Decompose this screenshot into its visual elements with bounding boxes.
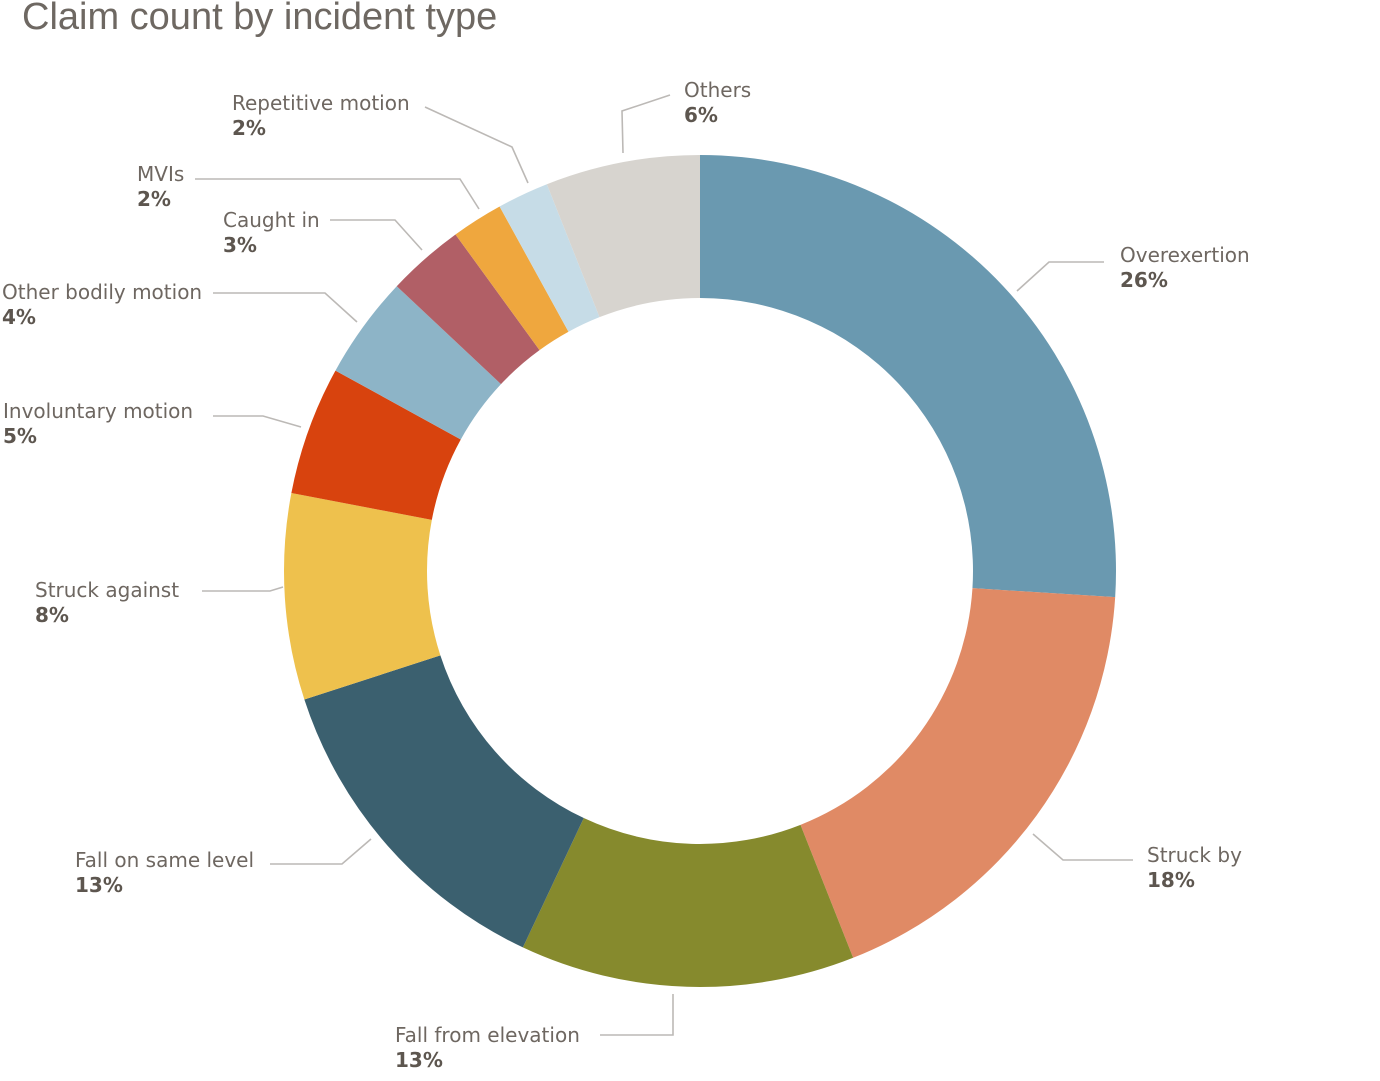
slice-label-name: Caught in <box>223 208 320 232</box>
slice-label-name: Struck by <box>1147 843 1242 867</box>
slice-overexertion[interactable] <box>700 155 1117 598</box>
slice-mvis[interactable] <box>455 206 569 351</box>
slice-repetitive-motion[interactable] <box>499 184 600 332</box>
slice-label-overexertion: Overexertion 26% <box>1120 243 1250 293</box>
slice-label-struck-against: Struck against 8% <box>35 578 179 628</box>
slice-struck-by[interactable] <box>800 588 1116 958</box>
leader-line-fall-from-elevation <box>600 994 674 1036</box>
slice-label-name: Repetitive motion <box>232 91 410 115</box>
slice-label-name: Others <box>684 78 752 102</box>
leader-line-fall-on-same-level <box>270 838 372 865</box>
slice-label-percent: 26% <box>1120 268 1168 292</box>
slice-label-involuntary-motion: Involuntary motion 5% <box>3 399 193 449</box>
slice-label-name: Fall from elevation <box>395 1023 580 1047</box>
slice-label-struck-by: Struck by 18% <box>1147 843 1242 893</box>
slice-label-percent: 4% <box>2 305 36 329</box>
slice-caught-in[interactable] <box>396 234 540 385</box>
slice-label-percent: 18% <box>1147 868 1195 892</box>
slice-others[interactable] <box>546 155 700 318</box>
slice-label-mvis: MVIs 2% <box>137 162 184 212</box>
slice-label-name: MVIs <box>137 162 185 186</box>
slice-label-other-bodily-motion: Other bodily motion 4% <box>2 280 202 330</box>
leader-line-struck-by <box>1032 833 1133 861</box>
slice-label-fall-from-elevation: Fall from elevation 13% <box>395 1023 580 1073</box>
leader-line-struck-against <box>202 586 284 592</box>
leader-line-caught-in <box>330 219 423 251</box>
leader-line-others <box>621 94 671 154</box>
slice-label-percent: 8% <box>35 603 69 627</box>
slice-label-percent: 13% <box>75 873 123 897</box>
slice-label-percent: 3% <box>223 233 257 257</box>
slice-other-bodily-motion[interactable] <box>335 286 501 440</box>
chart-title: Claim count by incident type <box>22 0 498 38</box>
slice-label-name: Struck against <box>35 578 180 602</box>
slice-label-name: Overexertion <box>1120 243 1250 267</box>
slice-label-percent: 2% <box>137 187 171 211</box>
leader-line-overexertion <box>1016 261 1104 292</box>
slice-label-name: Fall on same level <box>75 848 255 872</box>
slice-label-percent: 13% <box>395 1048 443 1072</box>
slice-involuntary-motion[interactable] <box>291 370 461 520</box>
slice-label-fall-on-same-level: Fall on same level 13% <box>75 848 254 898</box>
slice-label-percent: 2% <box>232 116 266 140</box>
leader-line-mvis <box>195 178 480 210</box>
slice-label-percent: 5% <box>3 424 37 448</box>
slice-label-repetitive-motion: Repetitive motion 2% <box>232 91 410 141</box>
leader-line-repetitive-motion <box>424 106 529 184</box>
slice-label-percent: 6% <box>684 103 718 127</box>
slice-label-caught-in: Caught in 3% <box>223 208 320 258</box>
slice-label-name: Involuntary motion <box>3 399 194 423</box>
slice-fall-on-same-level[interactable] <box>304 655 584 948</box>
leader-line-other-bodily-motion <box>213 292 358 323</box>
leader-line-involuntary-motion <box>213 415 302 428</box>
slice-label-others: Others 6% <box>684 78 751 128</box>
slice-label-name: Other bodily motion <box>2 280 203 304</box>
slice-fall-from-elevation[interactable] <box>522 818 854 988</box>
slice-struck-against[interactable] <box>284 493 441 700</box>
